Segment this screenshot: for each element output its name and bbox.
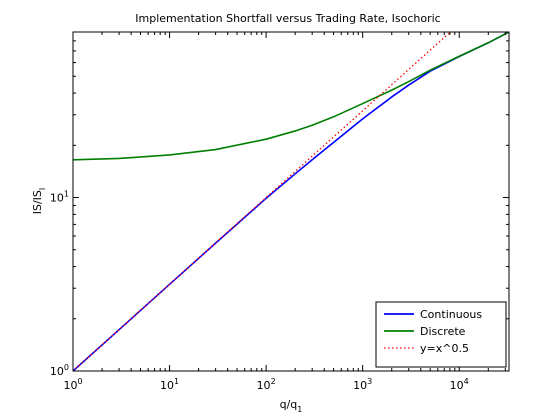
plot-frame xyxy=(72,31,510,372)
x-tick-label-base: 10 xyxy=(450,379,464,392)
x-tick-label-base: 10 xyxy=(160,379,174,392)
x-tick-label: 101 xyxy=(160,377,179,392)
x-tick-label-exponent: 1 xyxy=(174,377,179,386)
legend-label: Discrete xyxy=(420,325,466,338)
x-tick-label-base: 10 xyxy=(63,379,77,392)
x-axis-title: q/q1 xyxy=(280,398,303,414)
y-tick-label: 100 xyxy=(50,363,69,378)
x-tick-label: 103 xyxy=(353,377,372,392)
legend-label: Continuous xyxy=(420,308,482,321)
x-tick-label-exponent: 3 xyxy=(367,377,372,386)
x-axis-title-main: q/q xyxy=(280,398,298,411)
x-tick-label-base: 10 xyxy=(353,379,367,392)
x-tick-label-exponent: 0 xyxy=(77,377,82,386)
series-layer xyxy=(73,32,509,371)
x-tick-label-base: 10 xyxy=(257,379,271,392)
y-axis-title-subscript: I xyxy=(38,188,47,190)
series-line-discrete xyxy=(73,32,509,161)
y-tick-label: 101 xyxy=(50,190,69,205)
x-tick-label: 100 xyxy=(63,377,82,392)
x-tick-label: 102 xyxy=(257,377,276,392)
y-axis-title: IS/ISI xyxy=(31,188,47,215)
chart-title: Implementation Shortfall versus Trading … xyxy=(135,12,440,25)
x-tick-label-exponent: 4 xyxy=(464,377,469,386)
legend-label: y=x^0.5 xyxy=(420,342,469,355)
x-tick-label: 104 xyxy=(450,377,469,392)
legend: Continuous Discrete y=x^0.5 xyxy=(375,301,507,368)
series-line-y-x-0-5 xyxy=(73,32,451,371)
x-tick-label-exponent: 2 xyxy=(271,377,276,386)
y-tick-label-base: 10 xyxy=(50,192,64,205)
y-tick-label-exponent: 1 xyxy=(64,190,69,199)
legend-box xyxy=(375,301,507,368)
y-tick-label-exponent: 0 xyxy=(64,363,69,372)
y-axis-title-main: IS/IS xyxy=(31,190,44,214)
y-tick-label-base: 10 xyxy=(50,365,64,378)
x-axis-title-subscript: 1 xyxy=(297,405,302,414)
